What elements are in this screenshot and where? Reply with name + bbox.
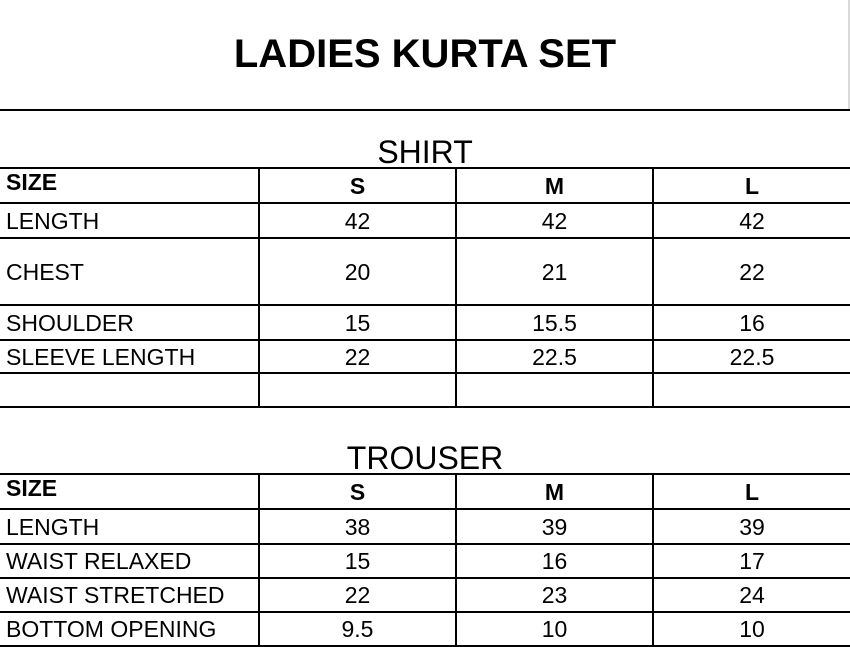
measurement-value: 23 [455, 577, 654, 613]
header-size-s: S [258, 473, 457, 510]
measurement-value: 22 [651, 237, 850, 306]
measurement-label: SLEEVE LENGTH [0, 339, 260, 374]
measurement-value: 20 [258, 237, 457, 306]
table-row: BOTTOM OPENING 9.5 10 10 [0, 611, 850, 647]
measurement-label: CHEST [0, 237, 260, 306]
header-size-m: M [455, 167, 654, 204]
measurement-value: 42 [258, 202, 457, 239]
measurement-label: LENGTH [0, 202, 260, 239]
table-row: WAIST RELAXED 15 16 17 [0, 543, 850, 579]
measurement-value: 39 [651, 508, 850, 545]
header-row: SIZE S M L [0, 473, 850, 510]
measurement-value: 42 [455, 202, 654, 239]
measurement-value: 9.5 [258, 611, 457, 647]
measurement-value [258, 372, 457, 408]
size-chart-table: SHIRT SIZE S M L LENGTH 42 42 42 CHEST 20 21 22 SHOUL… [0, 109, 850, 647]
measurement-value: 39 [455, 508, 654, 545]
page-title: LADIES KURTA SET [233, 32, 617, 76]
measurement-value: 21 [455, 237, 654, 306]
measurement-value: 10 [455, 611, 654, 647]
measurement-value: 42 [651, 202, 850, 239]
section-title-row: TROUSER [0, 406, 850, 475]
measurement-value: 22 [258, 577, 457, 613]
measurement-value [651, 372, 850, 408]
table-row: CHEST 20 21 22 [0, 237, 850, 306]
measurement-label: WAIST RELAXED [0, 543, 260, 579]
measurement-value: 16 [455, 543, 654, 579]
measurement-value: 38 [258, 508, 457, 545]
table-row: SLEEVE LENGTH 22 22.5 22.5 [0, 339, 850, 374]
table-row [0, 372, 850, 408]
measurement-label: SHOULDER [0, 304, 260, 341]
section-title: TROUSER [0, 406, 850, 475]
section-title: SHIRT [0, 109, 850, 169]
table-row: WAIST STRETCHED 22 23 24 [0, 577, 850, 613]
measurement-value: 22.5 [651, 339, 850, 374]
measurement-label: LENGTH [0, 508, 260, 545]
table-row: LENGTH 42 42 42 [0, 202, 850, 239]
sheet-edge [848, 0, 850, 110]
measurement-label: WAIST STRETCHED [0, 577, 260, 613]
table-row: LENGTH 38 39 39 [0, 508, 850, 545]
measurement-value: 15 [258, 543, 457, 579]
measurement-value [455, 372, 654, 408]
header-size-label: SIZE [0, 167, 260, 204]
measurement-value: 10 [651, 611, 850, 647]
header-size-s: S [258, 167, 457, 204]
measurement-value: 22 [258, 339, 457, 374]
table-row: SHOULDER 15 15.5 16 [0, 304, 850, 341]
measurement-label: BOTTOM OPENING [0, 611, 260, 647]
measurement-value: 24 [651, 577, 850, 613]
measurement-value: 15.5 [455, 304, 654, 341]
measurement-value: 15 [258, 304, 457, 341]
header-size-m: M [455, 473, 654, 510]
measurement-value: 22.5 [455, 339, 654, 374]
header-size-label: SIZE [0, 473, 260, 510]
section-title-row: SHIRT [0, 109, 850, 169]
measurement-value: 16 [651, 304, 850, 341]
header-size-l: L [651, 167, 850, 204]
measurement-label [0, 372, 260, 408]
measurement-value: 17 [651, 543, 850, 579]
header-row: SIZE S M L [0, 167, 850, 204]
header-size-l: L [651, 473, 850, 510]
